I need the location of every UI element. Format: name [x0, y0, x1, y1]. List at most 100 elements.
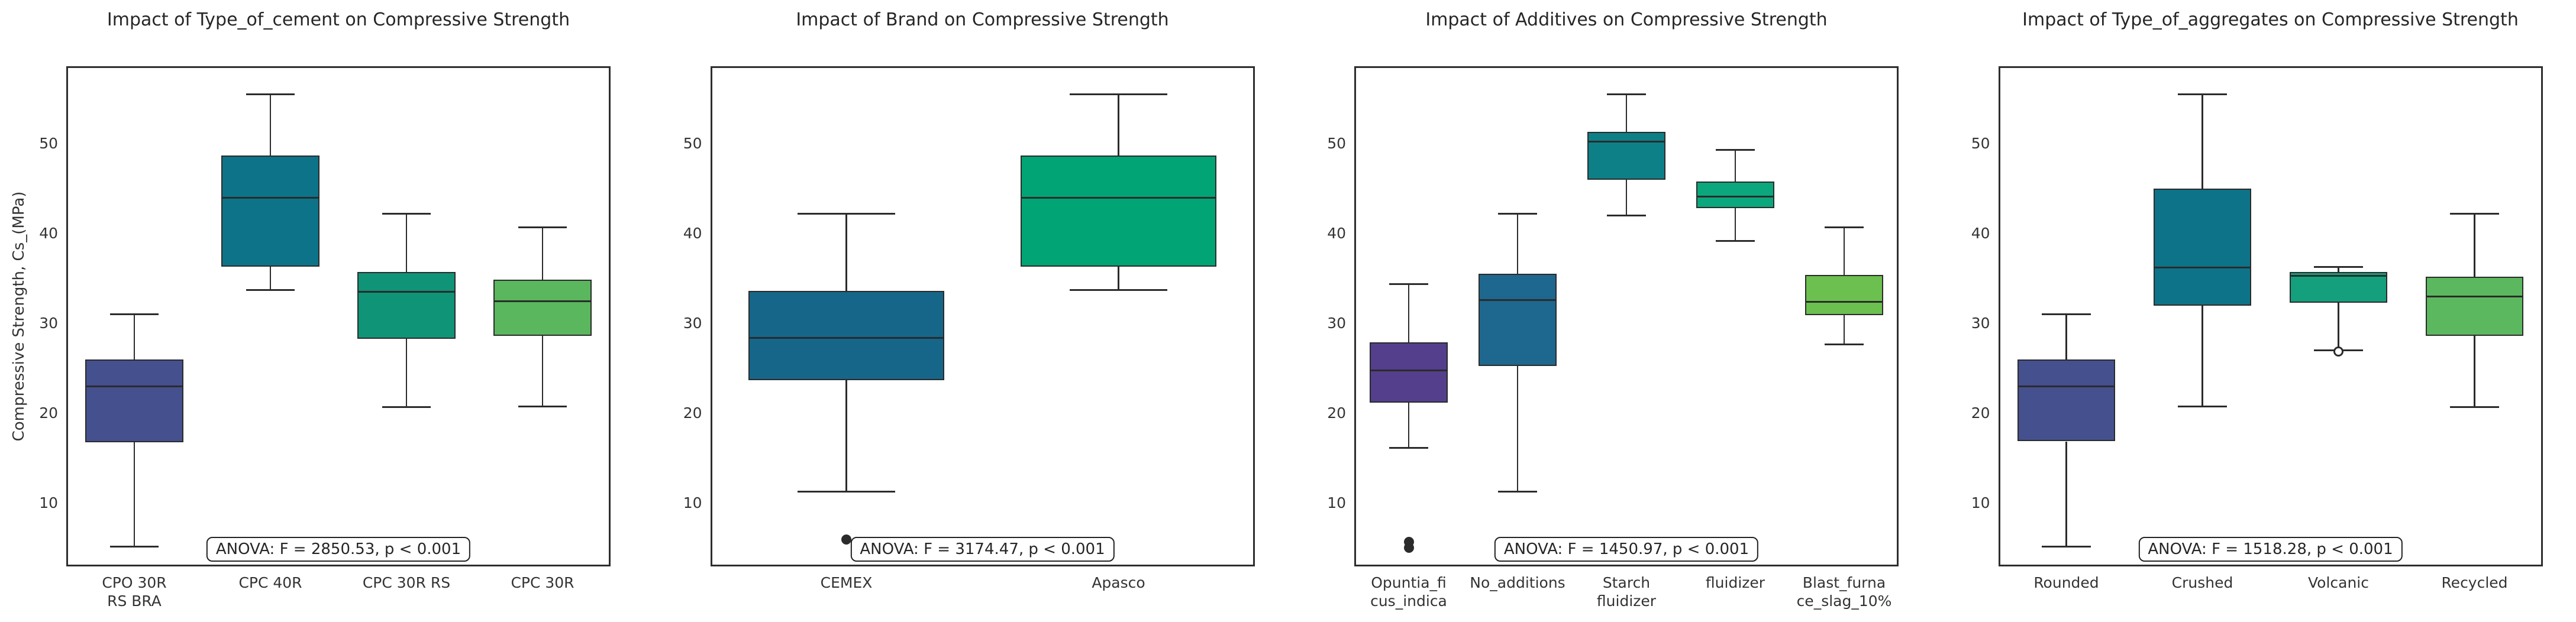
- y-tick-label: 30: [39, 315, 58, 332]
- anova-annotation: ANOVA: F = 3174.47, p < 0.001: [850, 537, 1115, 562]
- box: [221, 155, 319, 267]
- whisker-cap: [1715, 239, 1755, 242]
- box-whisker: [1408, 403, 1410, 448]
- x-tick-label: fluidizer: [1647, 574, 1824, 592]
- y-tick-label: 10: [39, 494, 58, 512]
- box-whisker: [1843, 227, 1845, 275]
- anova-annotation: ANOVA: F = 1450.97, p < 0.001: [1494, 537, 1759, 562]
- y-tick-label: 30: [1971, 315, 1990, 332]
- x-tick-label-line: RS BRA: [107, 592, 162, 610]
- box-whisker: [269, 94, 272, 156]
- x-tick-label-line: No_additions: [1470, 574, 1565, 591]
- x-tick-label: Blast_furna ce_slag_10%: [1755, 574, 1933, 610]
- x-tick-label-line: Blast_furna: [1802, 574, 1886, 591]
- median-line: [1805, 301, 1884, 303]
- y-axis-label: Compressive Strength, Cs_(MPa): [10, 191, 28, 442]
- box-whisker: [2474, 213, 2475, 277]
- y-tick-label: 50: [683, 134, 702, 152]
- box-whisker: [1408, 284, 1410, 343]
- whisker-cap: [1715, 149, 1755, 151]
- plot-marks: 10 20 30 40 50 Rounded Crushed Volcanic Recycled: [1932, 0, 2576, 622]
- box-whisker: [133, 314, 135, 360]
- y-tick-label: 50: [1327, 134, 1346, 152]
- whisker-cap: [518, 226, 567, 228]
- box: [493, 279, 592, 336]
- x-tick-label-line: CPC 40R: [238, 574, 302, 591]
- y-tick-label: 40: [1971, 225, 1990, 242]
- median-line: [2425, 296, 2524, 298]
- plot-title: Impact of Type_of_cement on Compressive …: [106, 9, 570, 30]
- y-tick-label: 20: [1327, 404, 1346, 422]
- x-tick-label: No_additions: [1429, 574, 1606, 592]
- median-line: [221, 196, 319, 199]
- x-tick-label-line: Opuntia_fi: [1371, 574, 1447, 591]
- x-tick-label-line: Volcanic: [2307, 574, 2369, 591]
- x-tick-label: CPO 30R RS BRA: [46, 574, 223, 610]
- y-tick-label: 30: [1327, 315, 1346, 332]
- box-whisker: [269, 267, 272, 290]
- box-whisker: [541, 227, 544, 280]
- box: [1696, 181, 1775, 209]
- box-whisker: [541, 336, 544, 407]
- median-line: [2289, 275, 2388, 277]
- box: [2017, 359, 2116, 442]
- whisker-cap: [1389, 446, 1429, 449]
- box: [357, 272, 456, 339]
- box-whisker: [1118, 267, 1119, 290]
- box: [1587, 132, 1666, 180]
- whisker-cap: [109, 546, 159, 548]
- x-tick-label-line: fluidizer: [1596, 592, 1657, 610]
- x-tick-label-line: ce_slag_10%: [1796, 592, 1892, 610]
- y-tick-label: 40: [39, 225, 58, 242]
- whisker-cap: [797, 213, 896, 215]
- box: [2153, 188, 2252, 306]
- plot-title: Impact of Type_of_aggregates on Compress…: [2022, 9, 2519, 30]
- x-tick-label-line: Rounded: [2033, 574, 2099, 591]
- y-tick-label: 50: [1971, 134, 1990, 152]
- whisker-cap: [1069, 93, 1168, 95]
- x-tick-label: Apasco: [1030, 574, 1208, 592]
- median-line: [1369, 369, 1448, 371]
- box-whisker: [1118, 94, 1119, 156]
- median-line: [1587, 141, 1666, 143]
- whisker-cap: [1497, 213, 1538, 215]
- y-tick-label: 40: [683, 225, 702, 242]
- box-whisker: [1625, 94, 1628, 132]
- box: [1478, 274, 1557, 366]
- median-line: [493, 300, 592, 302]
- x-tick-label-line: fluidizer: [1705, 574, 1765, 591]
- y-tick-label: 20: [1971, 404, 1990, 422]
- x-tick-label-line: CPO 30R: [102, 574, 167, 591]
- box-whisker: [1843, 315, 1845, 345]
- median-line: [748, 337, 945, 339]
- whisker-cap: [246, 93, 295, 95]
- box-whisker: [405, 213, 408, 273]
- median-line: [357, 291, 456, 293]
- box-whisker: [1734, 208, 1736, 241]
- box-whisker: [2065, 314, 2067, 360]
- box: [2289, 272, 2388, 303]
- whisker-cap: [1069, 289, 1168, 291]
- subplot-brand: Impact of Brand on Compressive Strength …: [644, 0, 1289, 622]
- box-whisker: [2201, 94, 2203, 189]
- y-tick-label: 10: [1327, 494, 1346, 512]
- whisker-cap: [382, 213, 431, 215]
- whisker-cap: [2042, 546, 2091, 548]
- x-tick-label-line: CPC 30R: [511, 574, 574, 591]
- whisker-cap: [109, 313, 159, 316]
- box-whisker: [2065, 441, 2067, 547]
- x-tick-label-line: cus_indica: [1370, 592, 1447, 610]
- whisker-cap: [2042, 313, 2091, 316]
- x-tick-label-line: Recycled: [2441, 574, 2508, 591]
- plot-marks: 10 20 30 40 50 CPO 30R RS BRA CPC 40R CPC 30R RS…: [0, 0, 644, 622]
- whisker-cap: [2450, 213, 2499, 215]
- x-tick-label: Rounded: [1978, 574, 2155, 592]
- outlier-point: [841, 534, 851, 545]
- plot-marks: 10 20 30 40 50 Opuntia_fi cus_indica No_additio…: [1288, 0, 1932, 622]
- box-whisker: [1516, 213, 1519, 274]
- box-whisker: [845, 213, 847, 291]
- box-whisker: [1734, 150, 1736, 182]
- x-tick-label: CPC 40R: [182, 574, 359, 592]
- box-whisker: [1516, 365, 1519, 492]
